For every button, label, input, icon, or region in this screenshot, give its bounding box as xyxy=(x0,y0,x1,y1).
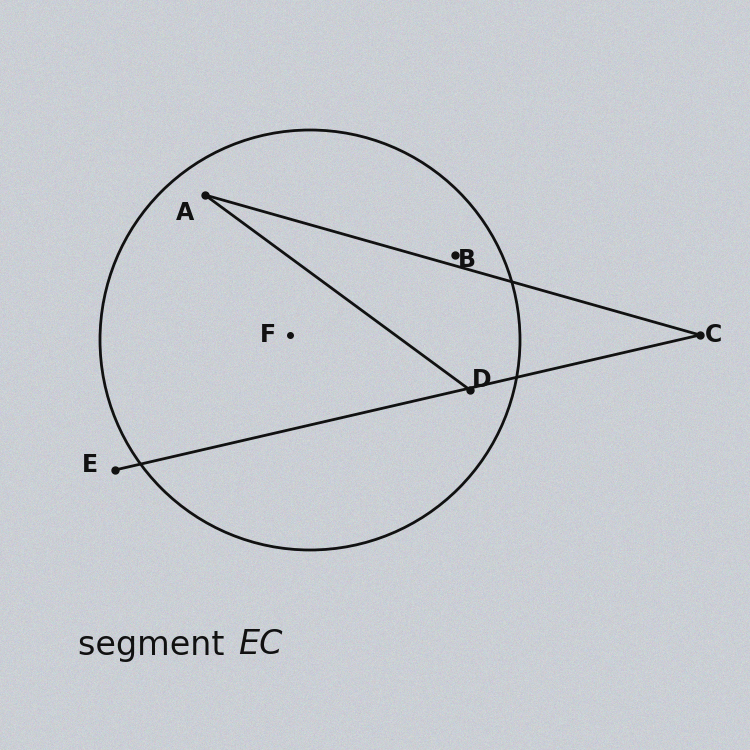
Text: A: A xyxy=(176,201,194,225)
Text: EC: EC xyxy=(238,628,282,662)
Text: E: E xyxy=(82,453,98,477)
Text: B: B xyxy=(458,248,476,272)
Text: F: F xyxy=(260,323,276,347)
Text: segment: segment xyxy=(78,628,235,662)
Text: C: C xyxy=(705,323,723,347)
Text: D: D xyxy=(472,368,492,392)
